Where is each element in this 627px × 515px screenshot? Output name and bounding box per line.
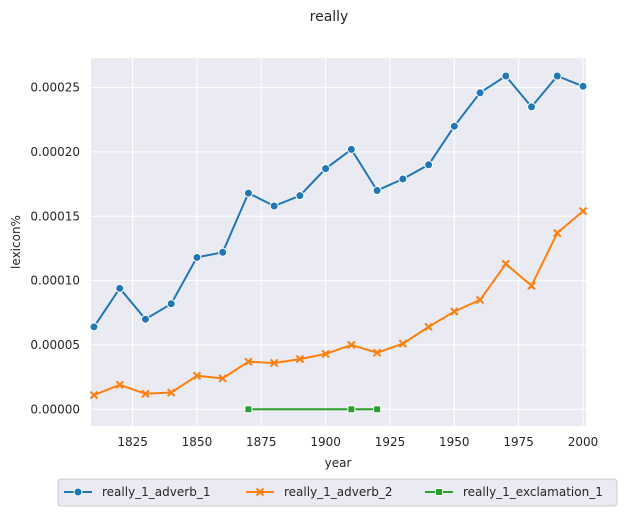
data-point — [553, 228, 562, 238]
x-tick-label: 1975 — [503, 435, 534, 449]
series-group — [89, 71, 588, 332]
gridlines — [91, 58, 586, 426]
data-point — [372, 348, 382, 357]
data-point — [321, 349, 330, 359]
data-point — [424, 322, 433, 332]
data-point — [218, 374, 227, 383]
legend-item: really_1_adverb_2 — [246, 485, 392, 499]
legend-label: really_1_adverb_2 — [284, 485, 392, 499]
data-point — [578, 206, 588, 216]
y-axis-label: lexicon% — [9, 215, 23, 269]
legend-swatch-marker — [255, 487, 265, 497]
legend-item: really_1_exclamation_1 — [425, 485, 603, 499]
data-point — [475, 295, 485, 305]
y-tick-label: 0.00025 — [30, 81, 80, 95]
data-point — [373, 405, 382, 414]
data-point — [578, 81, 588, 91]
data-point — [244, 357, 253, 366]
x-tick-label: 1875 — [246, 435, 277, 449]
legend-frame — [57, 478, 618, 507]
data-point — [424, 160, 434, 170]
data-point — [140, 314, 150, 324]
x-tick-label: 1900 — [310, 435, 341, 449]
data-point — [244, 405, 253, 414]
data-point — [398, 339, 408, 348]
data-point — [192, 252, 202, 262]
y-tick-label: 0.00020 — [30, 145, 80, 159]
x-tick-label: 1925 — [375, 435, 406, 449]
x-tick-label: 2000 — [568, 435, 599, 449]
legend-swatch-marker — [73, 487, 83, 497]
data-point — [475, 88, 485, 98]
data-point — [115, 283, 125, 293]
data-point — [218, 247, 228, 257]
y-tick-label: 0.00005 — [30, 338, 80, 352]
data-point — [347, 405, 356, 414]
data-point — [372, 186, 382, 196]
data-point — [321, 164, 331, 174]
legend-label: really_1_exclamation_1 — [463, 485, 603, 499]
data-point — [347, 340, 356, 350]
legend-swatch-marker — [435, 488, 443, 496]
series-line — [93, 75, 584, 328]
data-point — [450, 307, 459, 316]
data-point — [269, 201, 279, 211]
data-point — [167, 388, 176, 397]
data-point — [89, 322, 99, 332]
series-group — [89, 206, 588, 400]
y-tick-label: 0.00010 — [30, 274, 80, 288]
x-tick-label: 1850 — [182, 435, 213, 449]
data-point — [501, 71, 511, 81]
data-point — [295, 354, 305, 364]
legend: really_1_adverb_1 really_1_adverb_2 really… — [57, 478, 618, 507]
data-point — [166, 299, 176, 309]
data-point — [115, 380, 124, 390]
legend-label: really_1_adverb_1 — [102, 485, 210, 499]
data-point — [243, 188, 253, 198]
data-point — [449, 121, 459, 131]
data-point — [269, 358, 279, 368]
x-axis-label: year — [325, 456, 352, 470]
data-point — [501, 259, 510, 269]
series-group — [244, 405, 382, 414]
x-tick-label: 1825 — [117, 435, 148, 449]
y-tick-label: 0.00000 — [30, 402, 80, 416]
data-point — [89, 390, 99, 400]
data-point — [398, 174, 408, 184]
data-point — [552, 71, 562, 81]
data-point — [527, 281, 536, 290]
data-point — [141, 389, 150, 399]
series-line — [93, 210, 584, 397]
data-point — [192, 371, 202, 381]
x-axis-ticks: 1825 1850 1875 1900 1925 1950 1975 2000 — [117, 435, 598, 449]
y-tick-label: 0.00015 — [30, 209, 80, 223]
data-point — [527, 102, 537, 112]
data-point — [295, 191, 305, 201]
data-point — [346, 144, 356, 154]
series-layer — [89, 71, 588, 414]
legend-item: really_1_adverb_1 — [64, 485, 210, 499]
plot-area — [91, 58, 586, 426]
y-axis-ticks: 0.00000 0.00005 0.00010 0.00015 0.00020 0.000… — [30, 81, 80, 417]
chart-title: really — [310, 9, 349, 25]
x-tick-label: 1950 — [439, 435, 470, 449]
